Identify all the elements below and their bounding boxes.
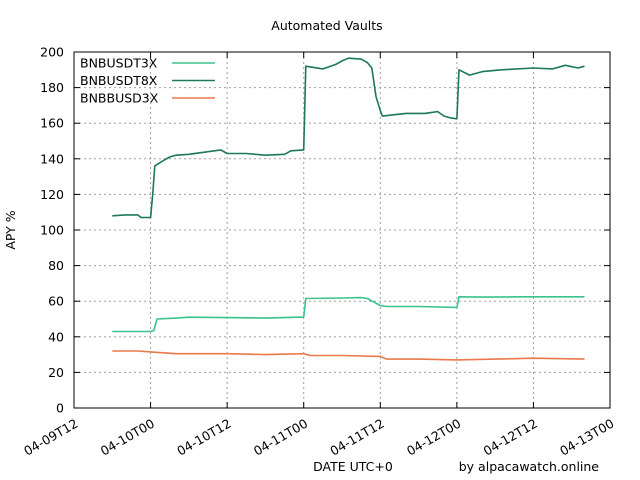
- x-tick-label: 04-09T12: [21, 416, 80, 459]
- axes: 0 20 40 60 80 100 120 140 160 180 200 04-09T12 04-10…: [21, 45, 616, 459]
- legend-label-bnbusdt3x: BNBUSDT3X: [80, 56, 158, 71]
- legend-label-bnbusdt8x: BNBUSDT8X: [80, 73, 158, 88]
- y-tick-label: 140: [40, 151, 64, 166]
- y-axis-label: APY %: [3, 210, 18, 249]
- legend: BNBUSDT3X BNBUSDT8X BNBBUSD3X: [80, 56, 215, 106]
- y-tick-label: 200: [40, 45, 64, 60]
- chart-title: Automated Vaults: [271, 18, 382, 33]
- x-axis-label: DATE UTC+0: [313, 459, 393, 474]
- grid: [74, 52, 610, 408]
- series-lines: [112, 57, 585, 361]
- x-tick-label: 04-10T12: [174, 416, 233, 459]
- x-tick-label: 04-13T00: [557, 416, 616, 459]
- x-tick-label: 04-12T12: [481, 416, 540, 459]
- x-tick-label: 04-11T12: [327, 416, 386, 459]
- y-tick-label: 20: [48, 365, 64, 380]
- x-tick-label: 04-10T00: [98, 416, 157, 459]
- y-tick-label: 0: [56, 401, 64, 416]
- series-line-bnbusdt3x: [112, 295, 585, 333]
- series-line-bnbbusd3x: [112, 350, 585, 361]
- x-tick-label: 04-11T00: [251, 416, 310, 459]
- y-tick-label: 60: [48, 294, 64, 309]
- credit-text: by alpacawatch.online: [459, 459, 600, 474]
- x-tick-label: 04-12T00: [404, 416, 463, 459]
- y-tick-label: 40: [48, 329, 64, 344]
- y-tick-label: 180: [40, 80, 64, 95]
- y-tick-label: 80: [48, 258, 64, 273]
- y-tick-label: 160: [40, 116, 64, 131]
- y-tick-label: 100: [40, 223, 64, 238]
- legend-label-bnbbusd3x: BNBBUSD3X: [80, 91, 159, 106]
- y-tick-label: 120: [40, 187, 64, 202]
- series-line-bnbusdt8x: [112, 57, 585, 219]
